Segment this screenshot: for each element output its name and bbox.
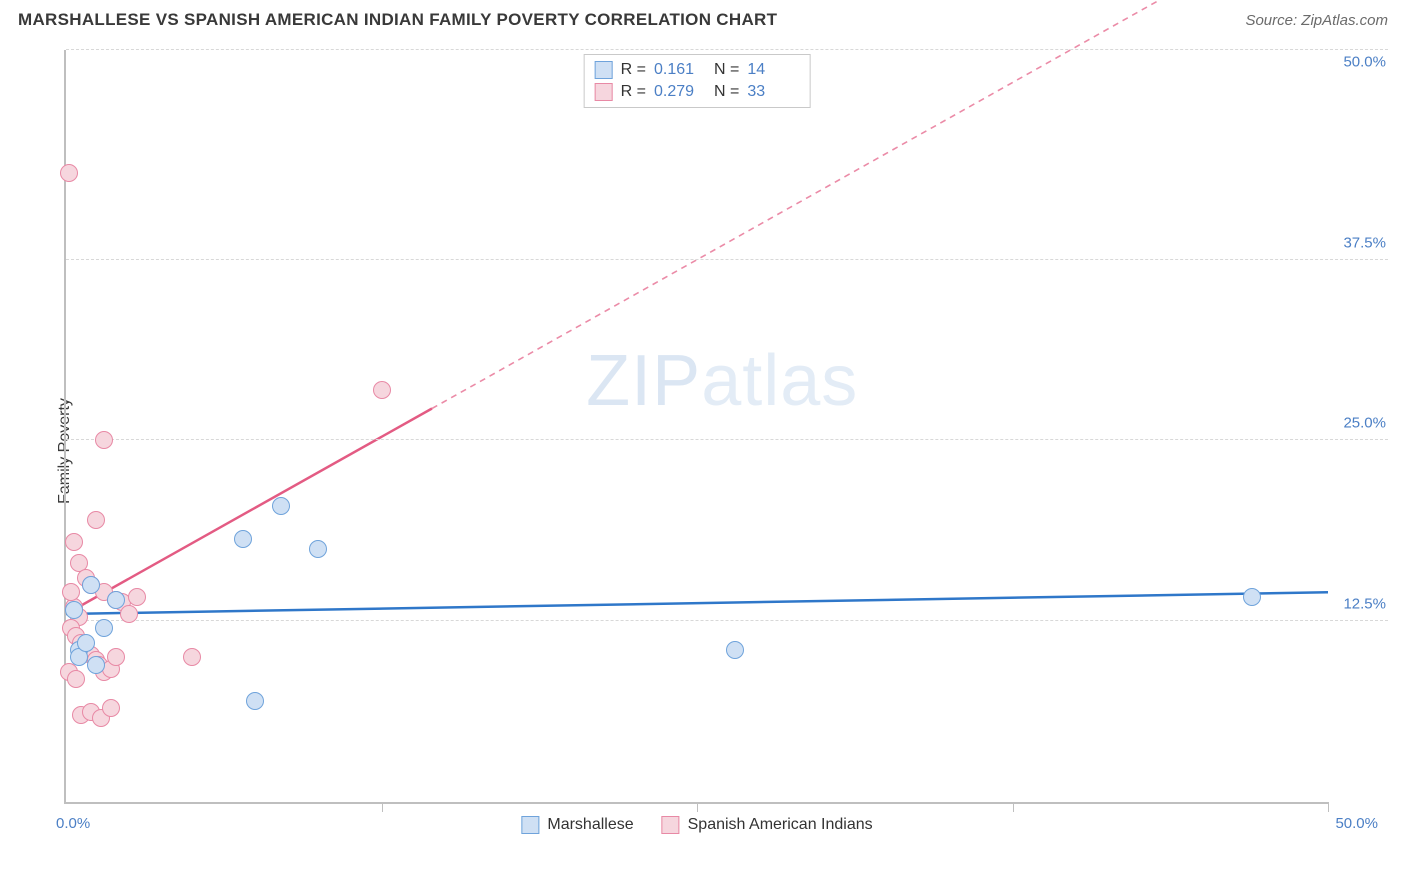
x-tick-mark <box>1013 802 1014 812</box>
scatter-point <box>65 533 83 551</box>
y-tick-label: 25.0% <box>1343 415 1386 432</box>
scatter-point <box>309 540 327 558</box>
y-tick-label: 37.5% <box>1343 234 1386 251</box>
scatter-point <box>1243 588 1261 606</box>
y-tick-label: 50.0% <box>1343 53 1386 70</box>
scatter-point <box>373 381 391 399</box>
x-axis-min-label: 0.0% <box>56 815 90 832</box>
trend-lines-layer <box>66 50 1328 802</box>
x-tick-mark <box>1328 802 1329 812</box>
watermark: ZIPatlas <box>586 340 858 422</box>
scatter-point <box>62 583 80 601</box>
chart-container: Family Poverty ZIPatlas R = 0.161 N = 14… <box>18 50 1388 852</box>
stats-legend-box: R = 0.161 N = 14 R = 0.279 N = 33 <box>584 54 811 108</box>
x-axis-max-label: 50.0% <box>1335 815 1378 832</box>
gridline <box>66 49 1388 50</box>
stats-n-value: 33 <box>747 83 799 101</box>
scatter-point <box>107 648 125 666</box>
stats-r-label: R = <box>621 83 646 101</box>
legend-label: Marshallese <box>547 816 633 834</box>
stats-n-label: N = <box>714 83 739 101</box>
scatter-point <box>77 634 95 652</box>
stats-row: R = 0.279 N = 33 <box>595 81 800 103</box>
plot-area: ZIPatlas R = 0.161 N = 14 R = 0.279 N = … <box>64 50 1328 804</box>
stats-r-value: 0.279 <box>654 83 706 101</box>
stats-row: R = 0.161 N = 14 <box>595 59 800 81</box>
gridline <box>66 620 1388 621</box>
scatter-point <box>726 641 744 659</box>
watermark-text-a: ZIP <box>586 341 701 421</box>
stats-r-value: 0.161 <box>654 61 706 79</box>
stats-n-value: 14 <box>747 61 799 79</box>
trend-line-dashed <box>432 0 1328 409</box>
scatter-point <box>102 699 120 717</box>
scatter-point <box>183 648 201 666</box>
stats-swatch-1 <box>595 61 613 79</box>
x-tick-mark <box>697 802 698 812</box>
x-axis-legend: Marshallese Spanish American Indians <box>521 816 872 834</box>
scatter-point <box>87 656 105 674</box>
scatter-point <box>95 619 113 637</box>
stats-swatch-2 <box>595 83 613 101</box>
legend-item: Marshallese <box>521 816 633 834</box>
scatter-point <box>87 511 105 529</box>
y-tick-label: 12.5% <box>1343 596 1386 613</box>
legend-swatch-1 <box>521 816 539 834</box>
scatter-point <box>128 588 146 606</box>
legend-swatch-2 <box>662 816 680 834</box>
stats-r-label: R = <box>621 61 646 79</box>
scatter-point <box>120 605 138 623</box>
watermark-text-b: atlas <box>701 341 858 421</box>
gridline <box>66 259 1388 260</box>
stats-n-label: N = <box>714 61 739 79</box>
trend-line <box>66 592 1328 614</box>
scatter-point <box>67 670 85 688</box>
source-attribution: Source: ZipAtlas.com <box>1245 12 1388 29</box>
scatter-point <box>246 692 264 710</box>
chart-title: MARSHALLESE VS SPANISH AMERICAN INDIAN F… <box>18 10 777 30</box>
gridline <box>66 439 1388 440</box>
x-tick-mark <box>382 802 383 812</box>
legend-item: Spanish American Indians <box>662 816 873 834</box>
legend-label: Spanish American Indians <box>688 816 873 834</box>
scatter-point <box>107 591 125 609</box>
scatter-point <box>234 530 252 548</box>
scatter-point <box>65 601 83 619</box>
scatter-point <box>82 576 100 594</box>
scatter-point <box>95 431 113 449</box>
scatter-point <box>272 497 290 515</box>
scatter-point <box>60 164 78 182</box>
